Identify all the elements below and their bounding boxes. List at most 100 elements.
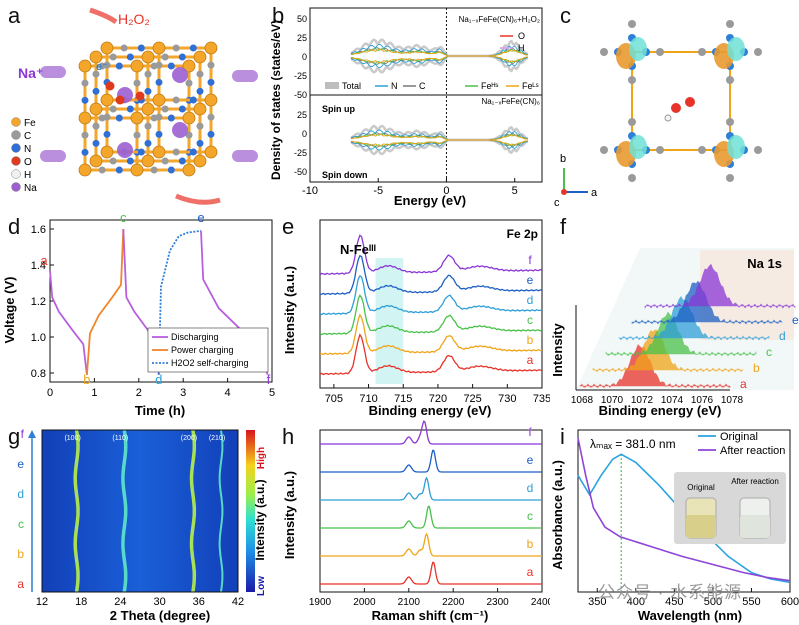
c-atom-v3 (726, 118, 734, 126)
e-xtick: 735 (533, 393, 550, 405)
b-series-Total-down-0 (350, 54, 528, 74)
a-atom-n (137, 148, 145, 156)
a-atom-c (185, 79, 193, 87)
b-series-N-up-1 (350, 129, 528, 141)
h-xtick: 2200 (442, 597, 465, 608)
g-row-label-a: a (17, 577, 24, 591)
a-atom-fe (89, 50, 103, 64)
legend-atom-na (11, 182, 21, 192)
e-curve-d (319, 274, 543, 316)
a-atom-c (144, 122, 152, 130)
a-atom-n (126, 53, 134, 61)
panel-b-label: b (272, 3, 285, 28)
legend-c: C (419, 81, 426, 91)
i-photo: Original After reaction (674, 472, 786, 544)
b-legend: Total N C Feᴴˢ Feᴸˢ O H (325, 31, 539, 91)
panel-a-label: a (8, 3, 21, 28)
a-atom-fe (141, 102, 155, 116)
a-atom-c (150, 166, 158, 174)
panel-i: i 350 400 450 500 550 600 Absorbance (a.u.) W… (550, 420, 799, 625)
legend-atom-o (11, 156, 21, 166)
b-ytick: -50 (294, 90, 307, 100)
a-atom-c (161, 157, 169, 165)
f-xtick: 1078 (721, 395, 744, 406)
legend-o: O (518, 31, 525, 41)
g-xtick: 36 (193, 596, 205, 608)
i-lambda: λₘₐₓ = 381.0 nm (590, 437, 676, 451)
f-curve-b (592, 329, 744, 373)
b-ytick: -50 (294, 167, 307, 177)
a-atom-na (117, 142, 133, 158)
a-atom-na (172, 122, 188, 138)
electron-label: e⁻ (96, 61, 108, 73)
a-atom-fe (193, 50, 207, 64)
e-xtick: 710 (359, 393, 377, 405)
h-curve-label-f: f (528, 425, 532, 439)
a-atom-fe (78, 111, 92, 125)
g-peak-label-2: (200) (181, 435, 197, 442)
d-xtick: 5 (269, 387, 275, 399)
h2o2-label: H₂O₂ (118, 11, 150, 27)
b-series-FeLS-down-0 (350, 55, 528, 64)
c-iso-cyan0 (629, 37, 647, 61)
c-atom-h2 (656, 146, 664, 154)
a-atom-fe (182, 163, 196, 177)
d-series-1 (86, 228, 125, 375)
a-atom-n (115, 62, 123, 70)
panel-a: a H₂O₂ Na⁺ e⁻ Fe C N O H Na (0, 0, 270, 210)
a-atom-c (172, 148, 180, 156)
c-atom-o1 (671, 103, 681, 113)
a-atom-n (81, 148, 89, 156)
legend-atom-label-na: Na (24, 183, 37, 194)
f-curve-label-c: c (766, 345, 772, 359)
a-atom-c (207, 61, 215, 69)
a-atom-c (196, 70, 204, 78)
g-row-label-d: d (17, 487, 24, 501)
e-curve-label-b: b (527, 333, 534, 347)
d-point-label-f: f (267, 372, 271, 387)
b-ytick: -25 (294, 71, 307, 81)
h-xtick: 2400 (531, 597, 550, 608)
panel-e: e 705 710 715 720 725 730 735 a b c d e f Intensity … (280, 210, 550, 420)
c-atom-v0 (628, 20, 636, 28)
c-atom-v2 (628, 174, 636, 182)
panel-f: f 106810701072107410761078abcdef Intensi… (550, 210, 799, 420)
g-ylabel: Intensity (a.u.) (253, 479, 267, 560)
panel-b: b -10 -5 0 5 50 25 0 -25 -50 25 0 -25 -50 Density of… (270, 0, 550, 210)
g-xlabel: 2 Theta (degree) (110, 608, 210, 623)
a-atom-c (161, 105, 169, 113)
a-atom-n (167, 62, 175, 70)
panel-i-uvvis-chart: 350 400 450 500 550 600 Absorbance (a.u.) Wav… (550, 429, 799, 623)
a-atom-fe (182, 111, 196, 125)
d-point-label-a: a (40, 253, 48, 268)
a-atom-o (105, 81, 115, 91)
a-atom-n (196, 87, 204, 95)
h-xtick: 2100 (398, 597, 421, 608)
i-xtick: 500 (704, 596, 722, 608)
b-ytick: 25 (297, 110, 307, 120)
h-curve-e (320, 449, 542, 473)
a-atom-n (178, 157, 186, 165)
c-iso-cyan1 (727, 37, 745, 61)
g-frame (41, 429, 239, 593)
g-time-arrowhead (28, 430, 36, 438)
panel-c-label: c (560, 3, 571, 28)
a-atom-n (126, 105, 134, 113)
h-curve-label-c: c (527, 509, 533, 523)
i-xtick: 600 (781, 596, 799, 608)
b-xlabel: Energy (eV) (394, 193, 466, 208)
a-atom-fe (152, 41, 166, 55)
a-atom-n (115, 114, 123, 122)
g-row-label-e: e (17, 457, 24, 471)
g-peak-label-1: (110) (112, 435, 128, 442)
f-curve-f (644, 263, 796, 309)
b-series-Total-up-1 (350, 124, 528, 142)
a-atom-n (115, 166, 123, 174)
d-point-label-c: c (120, 210, 127, 225)
g-row-label-f: f (21, 427, 25, 441)
a-atom-c (81, 131, 89, 139)
panel-g-label: g (8, 424, 21, 449)
